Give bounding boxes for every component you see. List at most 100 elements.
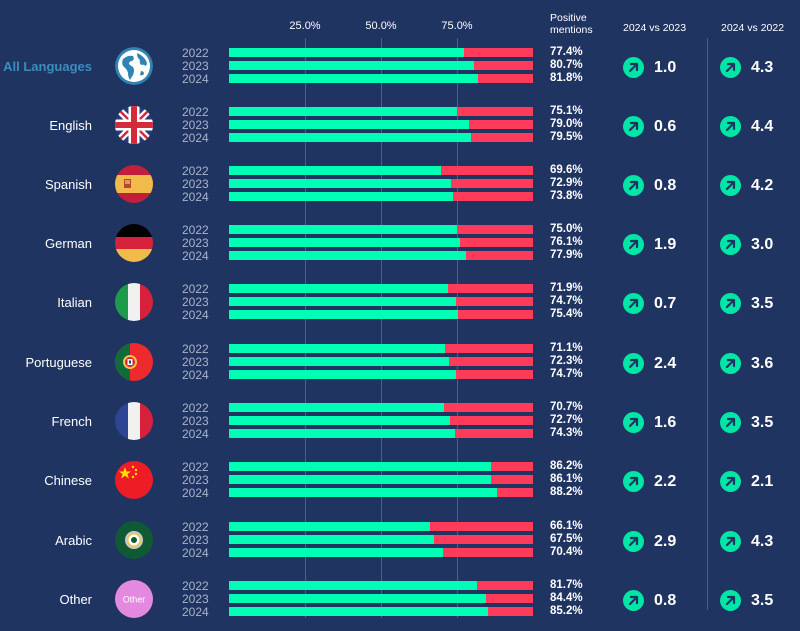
bar-positive: [229, 344, 446, 353]
portugal-flag-icon: [115, 343, 153, 381]
arrow-up-right-icon: [720, 471, 741, 492]
arrow-up-right-icon: [720, 590, 741, 611]
bar-positive: [229, 548, 444, 557]
year-label: 2022: [182, 401, 209, 415]
arrow-up-right-icon: [720, 412, 741, 433]
percent-label: 70.7%: [550, 401, 583, 413]
other-badge-icon: Other: [115, 580, 153, 618]
percent-label: 86.2%: [550, 460, 583, 472]
vs2022-header: 2024 vs 2022: [721, 22, 785, 34]
percent-label: 75.1%: [550, 105, 583, 117]
year-label: 2023: [182, 355, 209, 369]
delta-vs2023: 2.9: [623, 531, 676, 552]
year-label: 2024: [182, 308, 209, 322]
x-tick-75: 75.0%: [441, 20, 473, 32]
delta-value: 2.4: [654, 354, 677, 372]
arrow-up-right-icon: [720, 116, 741, 137]
year-label: 2022: [182, 164, 209, 178]
bar-positive: [229, 416, 450, 425]
gridline-75: [457, 38, 458, 618]
bar-positive: [229, 429, 455, 438]
language-label: English: [49, 118, 92, 133]
delta-value: 3.5: [751, 413, 774, 431]
arrow-up-right-icon: [623, 234, 644, 255]
arrow-up-right-icon: [623, 353, 644, 374]
percent-label: 69.6%: [550, 164, 583, 176]
percent-label: 88.2%: [550, 486, 583, 498]
year-label: 2022: [182, 282, 209, 296]
arrow-up-right-icon: [720, 353, 741, 374]
year-label: 2024: [182, 190, 209, 204]
delta-vs2023: 2.2: [623, 471, 676, 492]
year-label: 2023: [182, 473, 209, 487]
arrow-up-right-icon: [720, 531, 741, 552]
delta-vs2022: 4.3: [720, 57, 773, 78]
year-label: 2022: [182, 342, 209, 356]
percent-label: 75.0%: [550, 223, 583, 235]
percent-label: 85.2%: [550, 605, 583, 617]
delta-value: 0.8: [654, 591, 677, 609]
percent-label: 66.1%: [550, 520, 583, 532]
bar-positive: [229, 120, 470, 129]
language-label: German: [45, 236, 92, 251]
percent-label: 71.1%: [550, 342, 583, 354]
percent-label: 79.5%: [550, 131, 583, 143]
delta-vs2023: 0.8: [623, 590, 676, 611]
language-label: All Languages: [3, 59, 92, 74]
bar-positive: [229, 61, 475, 70]
language-row: French 2022 70.7% 2023 72.7% 2024 74.3% 1.6 3.5: [0, 393, 800, 451]
bar-positive: [229, 581, 478, 590]
percent-label: 79.0%: [550, 118, 583, 130]
year-label: 2023: [182, 59, 209, 73]
bar-positive: [229, 535, 435, 544]
bar-positive: [229, 475, 491, 484]
percent-label: 71.9%: [550, 282, 583, 294]
arrow-up-right-icon: [623, 116, 644, 137]
arrow-up-right-icon: [623, 175, 644, 196]
delta-value: 3.6: [751, 354, 774, 372]
language-label: French: [51, 414, 92, 429]
percent-label: 74.3%: [550, 427, 583, 439]
percent-label: 72.3%: [550, 355, 583, 367]
language-row: Arabic 2022 66.1% 2023 67.5% 2024 70.4% 2.9 4.3: [0, 512, 800, 570]
language-label: Portuguese: [25, 355, 93, 370]
year-label: 2022: [182, 460, 209, 474]
year-label: 2023: [182, 592, 209, 606]
vs2023-header: 2024 vs 2023: [623, 22, 687, 34]
language-row: English 2022 75.1% 2023 79.0% 2024 79.5% 0.6 4.4: [0, 97, 800, 155]
delta-vs2023: 1.9: [623, 234, 676, 255]
bar-positive: [229, 284, 448, 293]
year-label: 2022: [182, 105, 209, 119]
year-label: 2024: [182, 368, 209, 382]
column-divider: [707, 38, 708, 610]
arab-league-flag-icon: [115, 521, 153, 559]
bar-positive: [229, 48, 465, 57]
delta-value: 2.2: [654, 472, 677, 490]
delta-vs2022: 2.1: [720, 471, 773, 492]
delta-value: 3.5: [751, 591, 774, 609]
percent-label: 72.7%: [550, 414, 583, 426]
percent-label: 72.9%: [550, 177, 583, 189]
language-row: Italian 2022 71.9% 2023 74.7% 2024 75.4% 0.7 3.5: [0, 274, 800, 332]
arrow-up-right-icon: [623, 57, 644, 78]
arrow-up-right-icon: [720, 175, 741, 196]
delta-vs2022: 4.4: [720, 116, 773, 137]
year-label: 2022: [182, 46, 209, 60]
delta-vs2023: 1.6: [623, 412, 676, 433]
language-row: German 2022 75.0% 2023 76.1% 2024 77.9% 1.9 3.0: [0, 215, 800, 273]
arrow-up-right-icon: [623, 293, 644, 314]
year-label: 2024: [182, 427, 209, 441]
percent-label: 74.7%: [550, 368, 583, 380]
arrow-up-right-icon: [720, 293, 741, 314]
bar-positive: [229, 594, 486, 603]
percent-label: 86.1%: [550, 473, 583, 485]
gridline-25: [305, 38, 306, 618]
language-row: Chinese 2022 86.2% 2023 86.1% 2024 88.2% 2.2 2.1: [0, 452, 800, 510]
gridline-50: [381, 38, 382, 618]
percent-label: 77.4%: [550, 46, 583, 58]
year-label: 2024: [182, 249, 209, 263]
arrow-up-right-icon: [623, 412, 644, 433]
bar-positive: [229, 310, 459, 319]
year-label: 2023: [182, 236, 209, 250]
delta-vs2022: 3.5: [720, 293, 773, 314]
